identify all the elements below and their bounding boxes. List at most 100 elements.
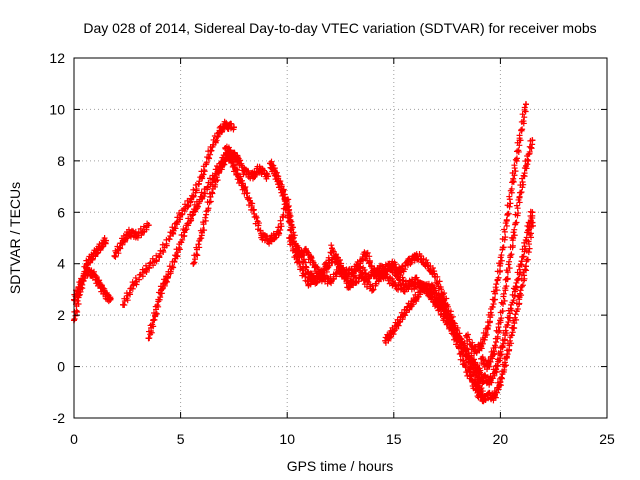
series-trace-2	[71, 265, 114, 305]
data-point	[503, 353, 510, 360]
data-point-marks	[120, 118, 237, 308]
data-point	[420, 283, 427, 290]
data-point-marks	[111, 220, 152, 260]
data-point	[134, 232, 141, 239]
data-point	[512, 286, 519, 293]
series-trace-12	[478, 137, 536, 373]
data-point	[412, 276, 419, 283]
data-point	[412, 296, 419, 303]
data-point	[510, 235, 517, 241]
chart-title: Day 028 of 2014, Sidereal Day-to-day VTE…	[83, 20, 596, 36]
data-point	[188, 196, 195, 203]
data-point	[267, 237, 274, 244]
data-point	[198, 173, 205, 180]
data-point	[233, 152, 240, 159]
data-point-marks	[222, 143, 485, 378]
data-point	[382, 337, 389, 344]
data-point	[510, 325, 517, 331]
series-trace-1	[71, 235, 109, 324]
x-tick-label: 25	[599, 431, 615, 447]
data-point	[190, 209, 197, 216]
data-point	[145, 335, 152, 342]
y-tick-label: 10	[49, 101, 65, 117]
series-trace-4	[120, 118, 237, 308]
x-tick-label: 20	[493, 431, 509, 447]
data-point	[241, 186, 248, 193]
data-point	[484, 325, 491, 331]
data-point	[230, 124, 237, 131]
data-point	[177, 211, 184, 218]
data-point	[503, 276, 510, 283]
data-point	[111, 253, 118, 259]
data-point-marks	[267, 158, 487, 387]
data-point	[256, 165, 263, 172]
series-trace-10	[382, 280, 489, 405]
x-tick-label: 15	[386, 431, 402, 447]
series-trace-3	[111, 220, 152, 260]
data-point	[529, 209, 536, 216]
y-tick-label: -2	[53, 410, 66, 426]
data-point	[493, 366, 500, 373]
data-point	[491, 296, 498, 303]
data-point	[403, 307, 410, 313]
data-point	[529, 137, 536, 144]
data-series	[71, 101, 536, 405]
y-tick-label: 0	[57, 359, 65, 375]
data-point	[497, 379, 504, 385]
data-point	[414, 253, 421, 259]
data-point	[271, 168, 278, 175]
data-point	[250, 206, 257, 213]
data-point	[279, 188, 286, 195]
data-point	[207, 147, 214, 154]
x-tick-label: 5	[177, 431, 185, 447]
data-point	[516, 193, 523, 200]
data-point-marks	[286, 234, 487, 401]
data-point	[510, 175, 517, 182]
data-point	[522, 263, 529, 270]
data-point	[120, 237, 127, 244]
data-point	[491, 348, 498, 355]
data-point	[311, 263, 318, 270]
series-trace-8	[267, 158, 487, 387]
data-point	[158, 286, 165, 293]
data-point	[145, 222, 152, 229]
data-point	[215, 129, 222, 136]
data-point	[190, 260, 197, 267]
series-trace-7	[222, 143, 485, 378]
data-point	[294, 258, 301, 265]
data-point	[222, 145, 229, 151]
data-point	[241, 168, 248, 175]
data-point	[222, 121, 229, 128]
data-point	[275, 178, 282, 185]
data-point	[250, 173, 257, 180]
data-point	[478, 343, 485, 349]
data-point	[365, 273, 372, 280]
data-point-marks	[71, 265, 114, 305]
data-point	[405, 258, 412, 265]
data-point	[284, 204, 291, 211]
data-point	[337, 265, 344, 272]
data-point	[169, 229, 176, 236]
data-point	[380, 268, 387, 275]
y-tick-label: 4	[57, 256, 65, 272]
data-point	[525, 227, 532, 234]
data-point	[476, 391, 483, 398]
data-point	[497, 260, 504, 267]
data-point	[305, 281, 312, 288]
data-point	[505, 314, 512, 321]
x-axis-label: GPS time / hours	[287, 458, 394, 474]
data-point-marks	[71, 235, 109, 324]
data-point	[363, 250, 370, 257]
data-point	[126, 229, 133, 236]
data-point	[480, 373, 487, 380]
data-point	[499, 343, 506, 349]
series-trace-13	[480, 208, 536, 388]
y-axis-label: SDTVAR / TECUs	[7, 182, 23, 294]
data-point	[288, 222, 295, 229]
data-point	[267, 160, 274, 167]
data-point	[358, 273, 365, 280]
data-point	[354, 263, 361, 270]
data-point	[228, 157, 235, 164]
data-point	[369, 286, 376, 293]
series-trace-5	[145, 144, 242, 342]
